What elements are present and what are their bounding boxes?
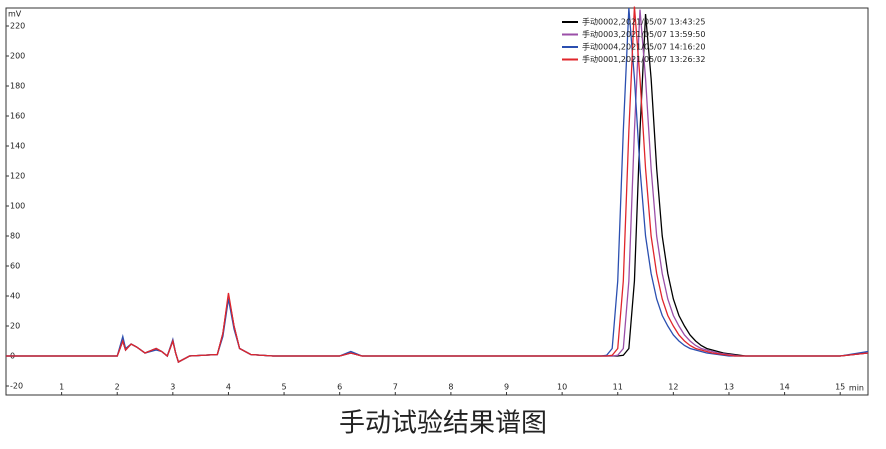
x-tick-label: 3 <box>170 383 175 392</box>
y-tick-label: 160 <box>10 112 25 121</box>
caption: 手动试验结果谱图 <box>339 409 547 439</box>
y-tick-label: 180 <box>10 82 25 91</box>
y-tick-label: 140 <box>10 142 25 151</box>
x-tick-label: 10 <box>557 383 567 392</box>
plot-frame <box>5 7 869 396</box>
y-tick-label: 40 <box>10 292 20 301</box>
legend-label: 手动0001,2021/05/07 13:26:32 <box>582 54 705 64</box>
y-tick-label: 220 <box>10 22 25 31</box>
y-tick-label: 20 <box>10 322 20 331</box>
x-tick-label: 9 <box>504 383 509 392</box>
y-tick-label: -20 <box>10 382 23 391</box>
x-axis-label: min <box>849 384 864 393</box>
series-line <box>6 6 869 363</box>
x-tick-label: 1 <box>59 383 64 392</box>
legend-label: 手动0003,2021/05/07 13:59:50 <box>582 29 705 39</box>
x-tick-label: 6 <box>337 383 342 392</box>
x-tick-label: 13 <box>724 383 734 392</box>
x-tick-label: 14 <box>779 383 789 392</box>
x-tick-label: 8 <box>448 383 453 392</box>
y-tick-label: 200 <box>10 52 25 61</box>
y-tick-label: 60 <box>10 262 20 271</box>
series-line <box>6 7 869 363</box>
x-tick-label: 4 <box>226 383 231 392</box>
x-tick-label: 11 <box>613 383 623 392</box>
y-tick-label: 80 <box>10 232 20 241</box>
legend-label: 手动0002,2021/05/07 13:43:25 <box>582 17 705 27</box>
x-tick-label: 15 <box>835 383 845 392</box>
legend-label: 手动0004,2021/05/07 14:16:20 <box>582 42 705 52</box>
series-line <box>6 13 869 363</box>
x-tick-label: 7 <box>393 383 398 392</box>
x-tick-label: 12 <box>668 383 678 392</box>
y-tick-label: 100 <box>10 202 25 211</box>
series-line <box>6 9 869 363</box>
x-tick-label: 5 <box>282 383 287 392</box>
y-tick-label: 120 <box>10 172 25 181</box>
y-axis-label: mV <box>8 10 22 19</box>
x-tick-label: 2 <box>115 383 120 392</box>
